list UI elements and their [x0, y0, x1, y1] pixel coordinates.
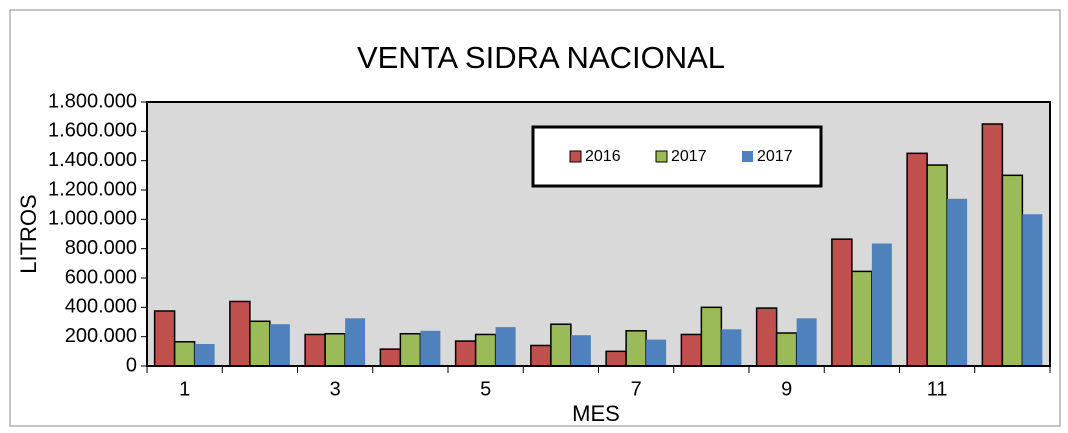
bar — [194, 344, 215, 366]
bar — [906, 152, 928, 367]
bar — [1022, 214, 1043, 366]
bar — [570, 335, 591, 366]
bar — [550, 323, 572, 367]
bar — [530, 344, 552, 367]
bar — [775, 332, 798, 367]
legend-swatch — [742, 151, 753, 162]
plot-border — [146, 101, 1051, 367]
bar — [474, 333, 497, 367]
legend-swatch — [655, 150, 668, 163]
y-tick-label: 1.400.000 — [48, 149, 137, 171]
bar — [495, 327, 516, 366]
bar — [605, 350, 627, 367]
bar — [324, 332, 346, 367]
x-tick-label: 1 — [179, 378, 190, 400]
bar — [173, 341, 196, 367]
legend-swatch — [569, 150, 582, 163]
legend-label: 2017 — [757, 148, 793, 165]
bar — [153, 310, 176, 367]
bar — [831, 238, 853, 367]
bar — [926, 164, 948, 367]
bar — [680, 333, 703, 367]
bar — [851, 270, 873, 367]
x-tick-label: 7 — [631, 378, 642, 400]
y-tick-label: 800.000 — [65, 237, 137, 259]
legend-label: 2017 — [671, 148, 707, 165]
legend-label: 2016 — [585, 148, 621, 165]
bar — [700, 306, 723, 367]
y-axis-label: LITROS — [16, 194, 41, 273]
bar — [420, 330, 441, 366]
chart-title: VENTA SIDRA NACIONAL — [357, 40, 725, 75]
bar — [646, 339, 667, 366]
bar — [796, 318, 817, 366]
x-tick-label: 3 — [330, 378, 341, 400]
bar — [379, 348, 402, 367]
bar — [721, 329, 742, 366]
bar — [249, 320, 271, 367]
bar — [1001, 174, 1024, 367]
bar — [871, 243, 892, 366]
y-tick-label: 1.000.000 — [48, 208, 137, 230]
bar — [399, 332, 422, 367]
y-tick-label: 0 — [126, 354, 137, 376]
x-axis-label: MES — [572, 401, 620, 426]
bar — [625, 330, 647, 367]
y-tick-label: 1.800.000 — [48, 90, 137, 112]
x-tick-label: 5 — [480, 378, 491, 400]
x-tick-label: 11 — [927, 378, 948, 400]
bar — [947, 198, 968, 366]
x-tick-label: 9 — [781, 378, 792, 400]
y-tick-label: 400.000 — [65, 296, 137, 318]
bar — [269, 324, 290, 366]
bar — [755, 307, 778, 367]
y-tick-label: 600.000 — [65, 266, 137, 288]
y-tick-label: 1.600.000 — [48, 120, 137, 142]
bar — [454, 340, 477, 367]
bar — [345, 318, 366, 366]
bar — [304, 333, 326, 367]
y-tick-label: 1.200.000 — [48, 178, 137, 200]
bar — [229, 300, 251, 367]
bar — [981, 123, 1004, 367]
y-tick-label: 200.000 — [65, 325, 137, 347]
